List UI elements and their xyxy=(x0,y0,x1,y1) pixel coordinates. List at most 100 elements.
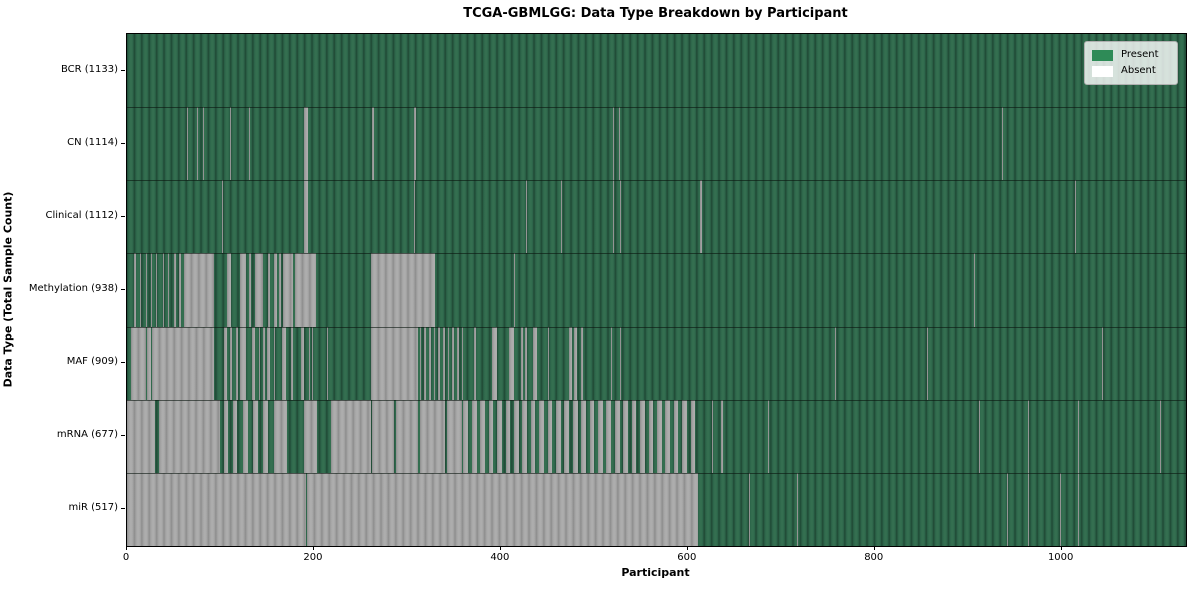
absent-segment xyxy=(446,399,462,473)
absent-segment xyxy=(690,399,696,473)
legend-entry-absent: Absent xyxy=(1092,63,1170,79)
absent-segment xyxy=(492,326,498,400)
y-tick-label: Methylation (938) xyxy=(28,283,118,294)
absent-segment xyxy=(151,253,153,327)
absent-segment xyxy=(222,180,224,254)
absent-segment xyxy=(525,326,528,400)
absent-segment xyxy=(240,326,246,400)
absent-segment xyxy=(463,399,469,473)
absent-segment xyxy=(618,107,620,181)
absent-segment xyxy=(480,399,485,473)
absent-segment xyxy=(834,326,836,400)
absent-segment xyxy=(162,253,164,327)
absent-segment xyxy=(973,253,975,327)
y-tick-label: mRNA (677) xyxy=(56,429,118,441)
x-tick-label: 600 xyxy=(677,552,697,563)
absent-segment xyxy=(1028,399,1030,473)
absent-segment xyxy=(255,253,263,327)
absent-segment xyxy=(303,180,309,254)
absent-segment xyxy=(295,253,316,327)
y-tick-label: Clinical (1112) xyxy=(45,209,119,221)
absent-segment xyxy=(509,326,514,400)
absent-segment xyxy=(263,399,269,473)
absent-segment xyxy=(619,180,621,254)
legend-swatch-absent xyxy=(1092,65,1113,77)
absent-segment xyxy=(606,399,612,473)
absent-segment xyxy=(665,399,671,473)
absent-segment xyxy=(547,326,549,400)
y-tick xyxy=(121,435,125,437)
plot-area: Present Absent xyxy=(126,33,1187,547)
absent-segment xyxy=(253,399,258,473)
chart-title: TCGA-GBMLGG: Data Type Breakdown by Part… xyxy=(463,6,848,21)
absent-segment xyxy=(424,326,427,400)
absent-segment xyxy=(569,326,572,400)
absent-segment xyxy=(130,326,146,400)
absent-segment xyxy=(152,326,214,400)
absent-segment xyxy=(505,399,511,473)
absent-segment xyxy=(631,399,637,473)
x-tick-label: 200 xyxy=(303,552,323,563)
absent-segment xyxy=(564,399,570,473)
absent-segment xyxy=(127,399,156,473)
absent-segment xyxy=(370,253,436,327)
absent-segment xyxy=(623,399,628,473)
row-Methylation xyxy=(127,253,1186,327)
absent-segment xyxy=(290,326,294,400)
absent-segment xyxy=(127,472,306,546)
x-axis-label: Participant xyxy=(621,566,690,579)
legend-swatch-present xyxy=(1092,49,1113,61)
absent-segment xyxy=(283,253,294,327)
y-tick-label: CN (1114) xyxy=(67,136,118,148)
absent-segment xyxy=(155,253,158,327)
absent-segment xyxy=(197,107,199,181)
y-tick xyxy=(121,142,125,144)
absent-segment xyxy=(173,253,176,327)
absent-segment xyxy=(140,253,142,327)
x-tick xyxy=(499,546,501,550)
absent-segment xyxy=(420,399,445,473)
absent-segment xyxy=(539,399,544,473)
legend-label-absent: Absent xyxy=(1121,65,1156,76)
absent-segment xyxy=(224,399,228,473)
absent-segment xyxy=(581,326,584,400)
absent-segment xyxy=(927,326,929,400)
row-boundary xyxy=(127,472,1186,474)
absent-segment xyxy=(268,253,270,327)
y-tick xyxy=(121,362,125,364)
absent-segment xyxy=(300,326,304,400)
row-boundary xyxy=(127,253,1186,255)
row-MAF xyxy=(127,326,1186,400)
absent-segment xyxy=(413,107,416,181)
absent-segment xyxy=(273,399,287,473)
absent-segment xyxy=(461,326,463,400)
absent-segment xyxy=(1159,399,1161,473)
absent-segment xyxy=(413,180,415,254)
absent-segment xyxy=(1074,180,1076,254)
absent-segment xyxy=(513,399,519,473)
absent-segment xyxy=(547,399,553,473)
y-tick xyxy=(121,508,125,510)
absent-segment xyxy=(1006,472,1008,546)
row-Clinical xyxy=(127,180,1186,254)
absent-segment xyxy=(526,180,528,254)
absent-segment xyxy=(1101,326,1103,400)
absent-segment xyxy=(1077,399,1080,473)
absent-segment xyxy=(573,326,577,400)
absent-segment xyxy=(309,326,311,400)
absent-segment xyxy=(589,399,595,473)
absent-segment xyxy=(442,326,445,400)
absent-segment xyxy=(748,472,750,546)
absent-segment xyxy=(168,253,170,327)
absent-segment xyxy=(522,399,528,473)
absent-segment xyxy=(252,326,256,400)
absent-segment xyxy=(179,253,182,327)
absent-segment xyxy=(258,326,260,400)
row-boundary xyxy=(127,107,1186,109)
absent-segment xyxy=(273,253,277,327)
x-tick-label: 800 xyxy=(864,552,884,563)
absent-segment xyxy=(273,326,275,400)
y-tick-label: BCR (1133) xyxy=(60,63,118,75)
absent-segment xyxy=(471,399,477,473)
